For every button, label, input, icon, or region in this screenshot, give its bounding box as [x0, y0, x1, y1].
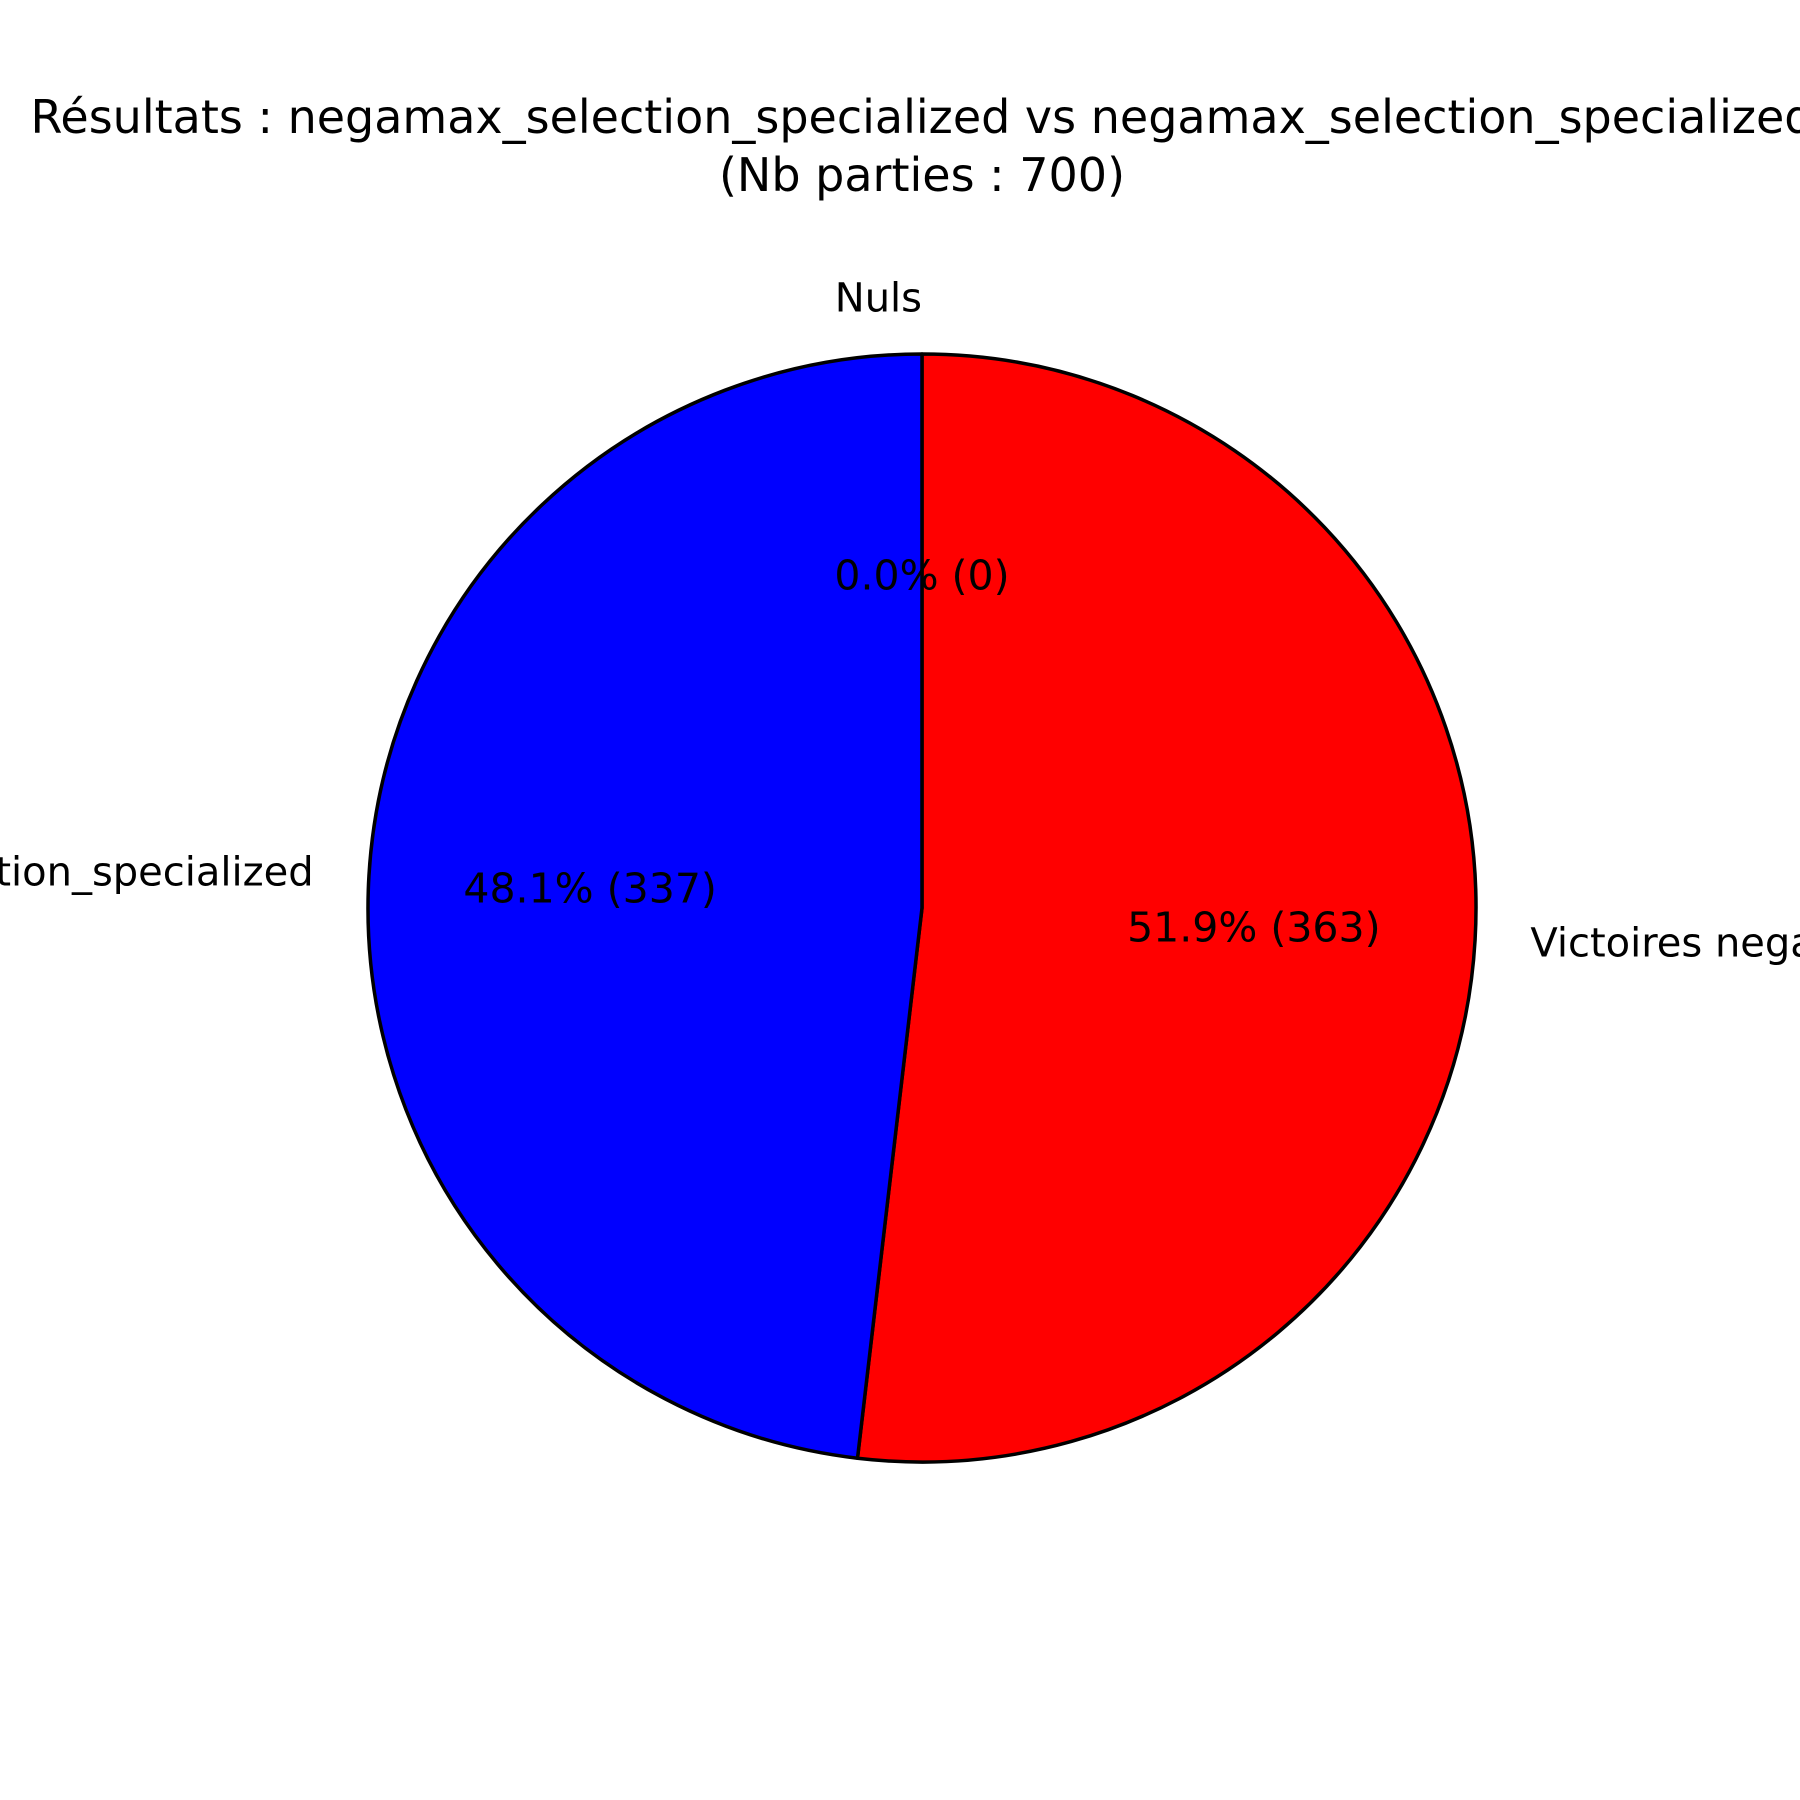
pie-slices	[366, 352, 1478, 1464]
slice-label-1: Victoires negamax_selection_specialized	[1530, 921, 1800, 967]
slice-label-0: Nuls	[835, 276, 922, 322]
chart-subtitle: (Nb parties : 700)	[719, 148, 1125, 202]
slice-label-2: Victoires negamax_selection_specialized	[0, 849, 314, 895]
chart-title: Résultats : negamax_selection_specialize…	[31, 90, 1800, 144]
pie-slice-1	[855, 352, 1478, 1464]
slice-percent-label-2: 48.1% (337)	[463, 865, 717, 913]
slice-percent-label-1: 51.9% (363)	[1127, 903, 1381, 951]
slice-percent-label-0: 0.0% (0)	[834, 552, 1009, 600]
pie-slice-2	[366, 352, 924, 1460]
pie-labels: Nuls 0.0% (0) Victoires negamax_selection_…	[0, 276, 1800, 967]
